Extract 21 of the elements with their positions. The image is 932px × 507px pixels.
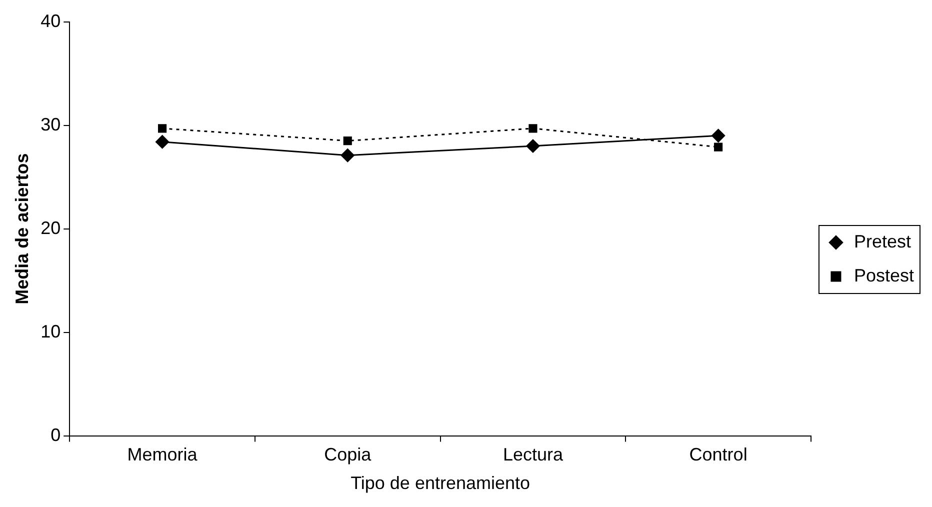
point [158,124,167,133]
y-tick-label: 20 [40,218,61,238]
point [712,128,726,142]
point [526,139,540,153]
legend-label: Postest [854,265,914,286]
x-axis-title: Tipo de entrenamiento [350,473,530,494]
point [714,142,723,152]
x-tick-label: Copia [324,444,372,465]
y-axis-title: Media de aciertos [12,153,32,304]
x-tick-label: Control [689,444,748,465]
point [340,148,354,162]
legend-label: Pretest [854,231,911,252]
x-tick-label: Memoria [127,444,198,465]
y-tick-label: 30 [40,114,61,134]
point [156,135,170,149]
y-tick-label: 10 [40,321,61,342]
y-tick-label: 0 [50,424,61,445]
y-tick-label: 40 [40,10,61,31]
point [528,124,538,133]
x-tick-label: Lectura [502,444,564,465]
point [343,136,352,146]
